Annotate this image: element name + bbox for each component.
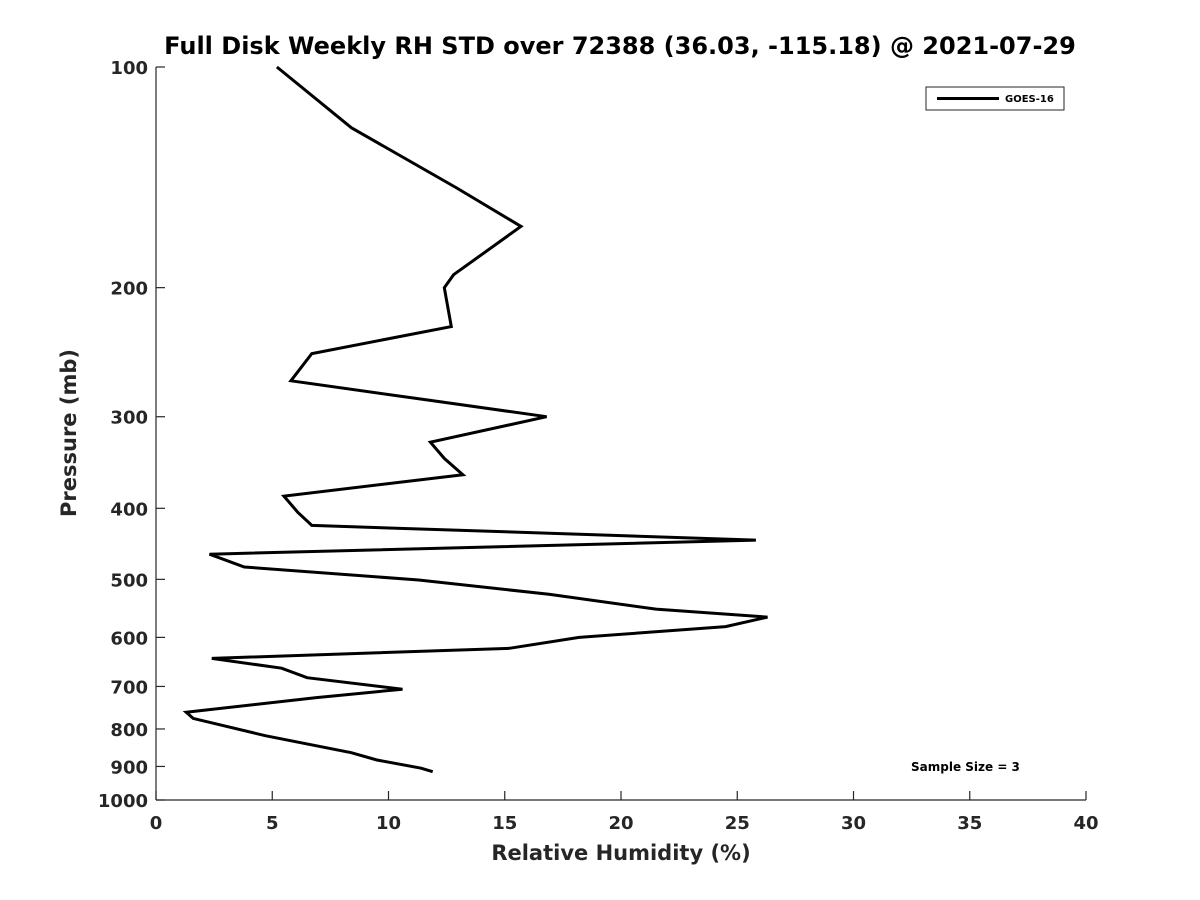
y-tick-label: 500 (110, 570, 148, 591)
x-tick-label: 0 (150, 813, 163, 834)
legend-label-goes16: GOES-16 (1005, 94, 1054, 105)
x-tick-label: 10 (376, 813, 401, 834)
y-tick-label: 100 (110, 58, 148, 79)
y-ticks: 100 200 300 400 500 600 700 800 900 1000 (98, 58, 165, 812)
y-tick-label: 300 (110, 408, 148, 429)
x-tick-label: 30 (841, 813, 866, 834)
chart-title: Full Disk Weekly RH STD over 72388 (36.0… (164, 32, 1076, 60)
x-tick-label: 20 (608, 813, 633, 834)
series-line-goes16 (182, 65, 768, 774)
y-tick-label: 600 (110, 628, 148, 649)
x-tick-label: 15 (492, 813, 517, 834)
x-tick-label: 25 (725, 813, 750, 834)
x-ticks: 0 5 10 15 20 25 30 35 40 (150, 791, 1099, 834)
sample-size-annotation: Sample Size = 3 (911, 760, 1020, 774)
x-tick-label: 35 (957, 813, 982, 834)
y-tick-label: 700 (110, 677, 148, 698)
y-tick-label: 400 (110, 499, 148, 520)
y-tick-label: 800 (110, 720, 148, 741)
y-tick-label: 200 (110, 279, 148, 300)
axes (155, 67, 1086, 801)
y-axis-label: Pressure (mb) (57, 349, 81, 517)
x-axis-label: Relative Humidity (%) (491, 841, 750, 865)
x-tick-label: 5 (266, 813, 279, 834)
legend: GOES-16 (925, 86, 1065, 111)
x-tick-label: 40 (1073, 813, 1098, 834)
y-tick-label: 1000 (98, 791, 148, 812)
y-tick-label: 900 (110, 757, 148, 778)
